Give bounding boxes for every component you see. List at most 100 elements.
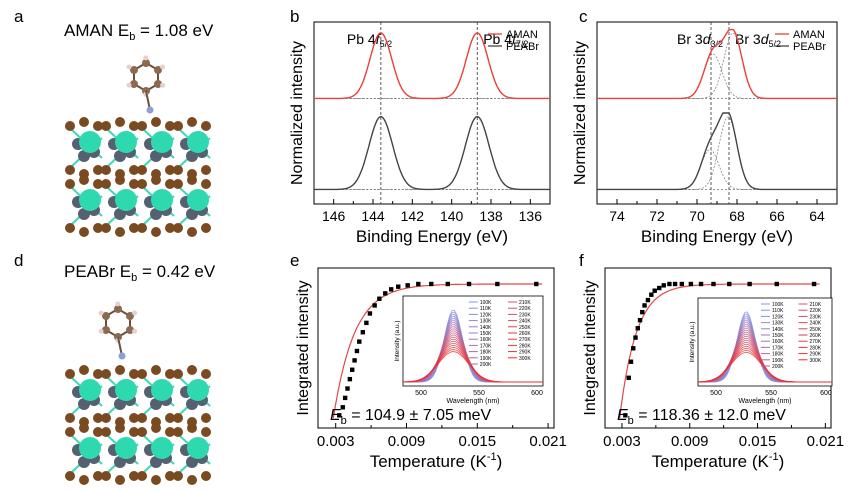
br-atom bbox=[201, 179, 211, 189]
x-tick-label: 136 bbox=[519, 208, 543, 224]
legend-entry: AMAN bbox=[506, 29, 538, 41]
br-atom bbox=[137, 413, 147, 423]
br-atom bbox=[173, 223, 183, 233]
br-atom bbox=[101, 223, 111, 233]
inset-legend-entry: 250K bbox=[810, 327, 822, 333]
pb-atom bbox=[78, 150, 90, 162]
data-point bbox=[652, 288, 657, 293]
data-point bbox=[727, 281, 732, 287]
br-atom bbox=[137, 121, 147, 131]
br-atom bbox=[79, 117, 89, 127]
br-atom bbox=[151, 365, 161, 375]
carbon-atom bbox=[142, 59, 150, 67]
inset-legend-entry: 210K bbox=[810, 302, 822, 308]
panel-letter-c: c bbox=[579, 7, 588, 26]
data-point bbox=[377, 296, 382, 301]
hydrogen-atom bbox=[132, 310, 138, 316]
x-axis-label: Binding Energy (eV) bbox=[641, 227, 793, 246]
br-atom bbox=[165, 471, 175, 481]
inset-legend-entry: 200K bbox=[772, 364, 784, 370]
inset-legend-entry: 130K bbox=[480, 319, 492, 325]
pb-atom bbox=[186, 150, 198, 162]
x-tick-label: 64 bbox=[809, 208, 825, 224]
data-point bbox=[672, 281, 678, 287]
br-atom bbox=[101, 179, 111, 189]
inset-x-tick-label: 500 bbox=[710, 390, 722, 397]
data-point bbox=[352, 358, 357, 363]
inset-legend-entry: 270K bbox=[519, 337, 531, 343]
br-atom bbox=[129, 427, 139, 437]
cs-atom bbox=[115, 189, 137, 211]
br-atom bbox=[65, 121, 75, 131]
br-atom bbox=[65, 223, 75, 233]
x-tick-label: 0.003 bbox=[317, 433, 355, 450]
pb-atom bbox=[186, 208, 198, 220]
inset-legend-entry: 210K bbox=[519, 300, 531, 306]
pb-atom bbox=[186, 456, 198, 468]
br-atom bbox=[115, 117, 125, 127]
br-atom bbox=[137, 165, 147, 175]
y-axis-label: Normalized intensity bbox=[289, 41, 306, 185]
data-point bbox=[383, 291, 388, 296]
data-point bbox=[640, 309, 645, 315]
data-point bbox=[661, 283, 666, 288]
carbon-atom bbox=[154, 66, 162, 74]
hydrogen-atom bbox=[98, 310, 104, 316]
x-tick-label: 68 bbox=[729, 208, 745, 224]
cs-atom bbox=[151, 131, 173, 153]
xps-chart-br3d: 74 72 70 68 66 64 Binding Energy (eV) Normalize… bbox=[572, 21, 838, 246]
inset-legend-entry: 110K bbox=[480, 306, 492, 312]
x-tick-label: 142 bbox=[401, 208, 425, 224]
data-point bbox=[360, 330, 366, 335]
data-point bbox=[642, 303, 647, 308]
data-point bbox=[357, 339, 362, 344]
series-line-aman bbox=[597, 28, 837, 100]
fit-curve bbox=[332, 283, 543, 419]
pb-atom bbox=[114, 150, 126, 162]
br-atom bbox=[187, 117, 197, 127]
br-atom bbox=[93, 121, 103, 131]
pb-atom bbox=[78, 398, 90, 410]
carbon-atom bbox=[154, 80, 162, 88]
br-atom bbox=[129, 223, 139, 233]
br-atom bbox=[129, 471, 139, 481]
data-point bbox=[372, 303, 377, 308]
panel-letter-b: b bbox=[290, 7, 299, 26]
data-point bbox=[626, 375, 631, 380]
carbon-atom bbox=[126, 312, 134, 320]
data-point bbox=[429, 281, 434, 287]
x-tick-label: 0.021 bbox=[529, 433, 567, 450]
br-atom bbox=[201, 471, 211, 481]
br-atom bbox=[65, 165, 75, 175]
peak-component bbox=[314, 32, 550, 99]
series-line-peabr bbox=[314, 115, 550, 191]
x-tick-label: 0.021 bbox=[807, 433, 845, 450]
data-point bbox=[631, 346, 636, 351]
x-axis-label: Temperature (K-1) bbox=[370, 451, 503, 471]
inset-legend-entry: 280K bbox=[519, 343, 531, 349]
binding-energy-chart-aman: 0.003 0.009 0.015 0.021 Temperature (K-1) Int… bbox=[295, 267, 567, 471]
hydrogen-atom bbox=[126, 82, 132, 88]
br-atom bbox=[201, 223, 211, 233]
data-point bbox=[364, 320, 369, 326]
peak-component bbox=[314, 116, 550, 190]
pl-spectrum bbox=[402, 351, 543, 383]
plot-frame bbox=[317, 267, 555, 429]
br-atom bbox=[151, 475, 161, 485]
x-tick-label: 144 bbox=[361, 208, 385, 224]
pb-atom bbox=[78, 208, 90, 220]
y-axis-label: Normalized intensity bbox=[572, 41, 589, 185]
data-point bbox=[495, 281, 500, 287]
inset-y-label: Intensity (a.u.) bbox=[394, 320, 401, 361]
data-point bbox=[679, 281, 685, 287]
inset-legend-entry: 260K bbox=[810, 333, 822, 339]
inset-legend-entry: 190K bbox=[772, 358, 784, 364]
pb-atom bbox=[186, 398, 198, 410]
cs-atom bbox=[115, 131, 137, 153]
pl-inset: 500 550 600 Wavelength (nm) Intensity (a.u.)… bbox=[394, 295, 544, 405]
br-atom bbox=[201, 165, 211, 175]
inset-legend-entry: 180K bbox=[772, 352, 784, 358]
structure-aman bbox=[65, 55, 211, 237]
br-atom bbox=[165, 179, 175, 189]
br-atom bbox=[115, 365, 125, 375]
